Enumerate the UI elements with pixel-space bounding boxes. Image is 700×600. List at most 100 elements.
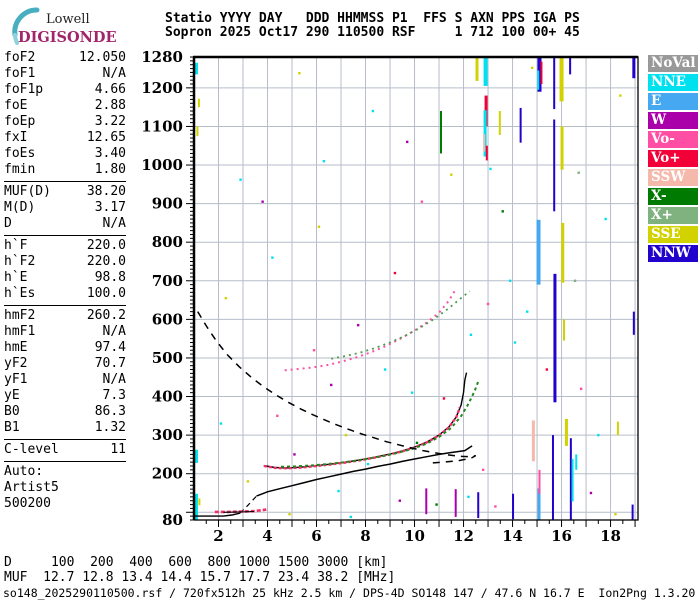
param-label: fmin	[4, 162, 36, 177]
param-value: 1.32	[94, 420, 126, 435]
param-value: 260.2	[86, 308, 126, 323]
param-row: h`F 220.0	[4, 238, 126, 254]
param-label: h`Es	[4, 286, 36, 301]
legend-item-ssw: SSW	[648, 169, 698, 186]
y-tick-label: 1200	[141, 79, 183, 97]
header-values-row: Sopron 2025 Oct17 290 110500 RSF 1 712 1…	[165, 25, 580, 40]
header-fields-row: Statio YYYY DAY DDD HHMMSS P1 FFS S AXN …	[165, 11, 580, 26]
param-row: foF1 N/A	[4, 66, 126, 82]
param-label: C-level	[4, 442, 59, 457]
param-value: 12.050	[79, 50, 126, 65]
axis-ticks	[186, 56, 636, 527]
section-divider	[4, 181, 126, 182]
x-tick-label: 8	[360, 527, 370, 545]
param-label: foF2	[4, 50, 36, 65]
param-row: h`F2 220.0	[4, 254, 126, 270]
param-row: hmF2 260.2	[4, 308, 126, 324]
o-trace-echoes	[263, 406, 462, 470]
parameter-panel: foF2 12.050 foF1 N/A foF1p 4.66 foE 2.88 foEp 3.2…	[4, 50, 126, 512]
param-row: yE 7.3	[4, 388, 126, 404]
param-value: 2.88	[94, 98, 126, 113]
x-tick-label: 18	[600, 527, 621, 545]
scatter-echo-dots	[219, 66, 622, 519]
legend-item-noval: NoVal	[648, 55, 698, 72]
param-row: C-level 11	[4, 442, 126, 458]
param-row: D N/A	[4, 216, 126, 232]
param-label: foEp	[4, 114, 36, 129]
param-row: hmE 97.4	[4, 340, 126, 356]
param-value: 220.0	[86, 254, 126, 269]
param-value: 100.0	[86, 286, 126, 301]
param-value: 12.65	[86, 130, 126, 145]
autoscaling-info-row: 500200	[4, 496, 51, 511]
logo-digisonde-text: DIGISONDE	[18, 29, 117, 46]
x-trace-echoes	[280, 379, 480, 468]
logo-lowell-text: Lowell	[46, 12, 90, 27]
param-value: 3.22	[94, 114, 126, 129]
param-label: foF1	[4, 66, 36, 81]
param-row: B1 1.32	[4, 420, 126, 436]
param-label: hmF1	[4, 324, 36, 339]
param-row: yF2 70.7	[4, 356, 126, 372]
y-tick-label: 400	[152, 388, 183, 406]
legend-item-x: X-	[648, 188, 698, 205]
param-label: B1	[4, 420, 20, 435]
y-axis-labels: 1280 1200 1100 1000 900 800 700 600 500 400 300 200…	[141, 48, 183, 529]
y-tick-label: 900	[152, 195, 183, 213]
spread-echo-stripes	[194, 57, 636, 520]
param-label: foE	[4, 98, 28, 113]
param-label: foEs	[4, 146, 36, 161]
legend-item-e: E	[648, 93, 698, 110]
autoscaling-info-row: Artist5	[4, 480, 59, 495]
section-divider	[4, 461, 126, 462]
y-tick-label: 600	[152, 310, 183, 328]
y-tick-label: 700	[152, 272, 183, 290]
param-label: D	[4, 216, 12, 231]
param-label: M(D)	[4, 200, 36, 215]
legend-item-x: X+	[648, 207, 698, 224]
legend-item-nnw: NNW	[648, 245, 698, 262]
x-tick-label: 10	[404, 527, 425, 545]
profile-e	[194, 512, 241, 517]
param-row: M(D) 3.17	[4, 200, 126, 216]
x-tick-label: 12	[453, 527, 474, 545]
param-row: foE 2.88	[4, 98, 126, 114]
param-row: yF1 N/A	[4, 372, 126, 388]
param-value: 11	[110, 442, 126, 457]
param-value: N/A	[102, 324, 126, 339]
param-value: N/A	[102, 66, 126, 81]
param-value: 38.20	[86, 184, 126, 199]
param-value: 7.3	[102, 388, 126, 403]
direction-legend: NoVal NNE E W Vo- Vo+ SSW X- X+ SSE NNW	[648, 55, 698, 264]
param-label: hmE	[4, 340, 28, 355]
param-value: 98.8	[94, 270, 126, 285]
param-value: 70.7	[94, 356, 126, 371]
param-label: yF1	[4, 372, 28, 387]
param-label: h`F2	[4, 254, 36, 269]
param-row: foF1p 4.66	[4, 82, 126, 98]
muf-transmission-curve	[197, 311, 477, 464]
param-row: fxI 12.65	[4, 130, 126, 146]
x-tick-label: 16	[551, 527, 572, 545]
second-hop-x	[331, 290, 471, 360]
param-label: B0	[4, 404, 20, 419]
param-value: 4.66	[94, 82, 126, 97]
param-label: fxI	[4, 130, 28, 145]
param-row: fmin 1.80	[4, 162, 126, 178]
param-row: foEs 3.40	[4, 146, 126, 162]
param-value: 86.3	[94, 404, 126, 419]
param-row: foEp 3.22	[4, 114, 126, 130]
legend-item-w: W	[648, 112, 698, 129]
logo-arc-icon	[12, 7, 40, 45]
y-tick-label: 800	[152, 233, 183, 251]
param-value: 97.4	[94, 340, 126, 355]
status-line: so148_2025290110500.rsf / 720fx512h 25 k…	[3, 586, 696, 600]
x-tick-label: 6	[311, 527, 321, 545]
x-tick-label: 2	[213, 527, 223, 545]
legend-item-vo: Vo-	[648, 131, 698, 148]
param-value: N/A	[102, 216, 126, 231]
param-row: B0 86.3	[4, 404, 126, 420]
x-tick-label: 14	[502, 527, 523, 545]
y-tick-label: 1000	[141, 156, 183, 174]
